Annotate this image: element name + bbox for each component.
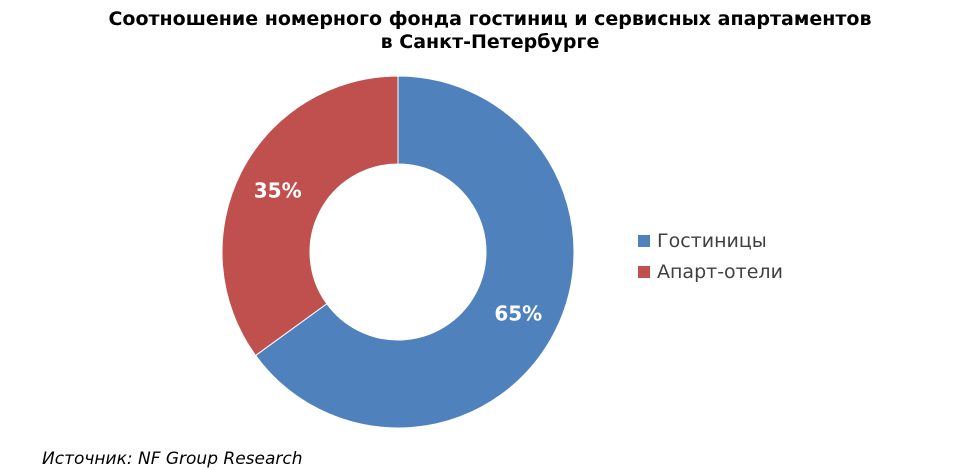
legend-swatch-hotels: [638, 234, 650, 247]
legend-item-hotels: Гостиницы: [638, 225, 783, 256]
legend-label-apart-hotels: Апарт-отели: [657, 260, 783, 283]
chart-legend: Гостиницы Апарт-отели: [638, 225, 783, 287]
chart-title: Соотношение номерного фонда гостиниц и с…: [0, 8, 980, 54]
legend-swatch-apart-hotels: [638, 265, 650, 278]
source-note: Источник: NF Group Research: [42, 449, 303, 469]
legend-item-apart-hotels: Апарт-отели: [638, 256, 783, 287]
chart-title-line-2: в Санкт-Петербурге: [380, 31, 600, 53]
slice-apart-hotels: [221, 75, 399, 357]
legend-label-hotels: Гостиницы: [657, 229, 767, 252]
chart-title-line-1: Соотношение номерного фонда гостиниц и с…: [108, 8, 872, 30]
data-label-hotels: 65%: [494, 301, 542, 325]
slice-hotels: [254, 75, 575, 429]
data-label-apart-hotels: 35%: [254, 179, 302, 203]
